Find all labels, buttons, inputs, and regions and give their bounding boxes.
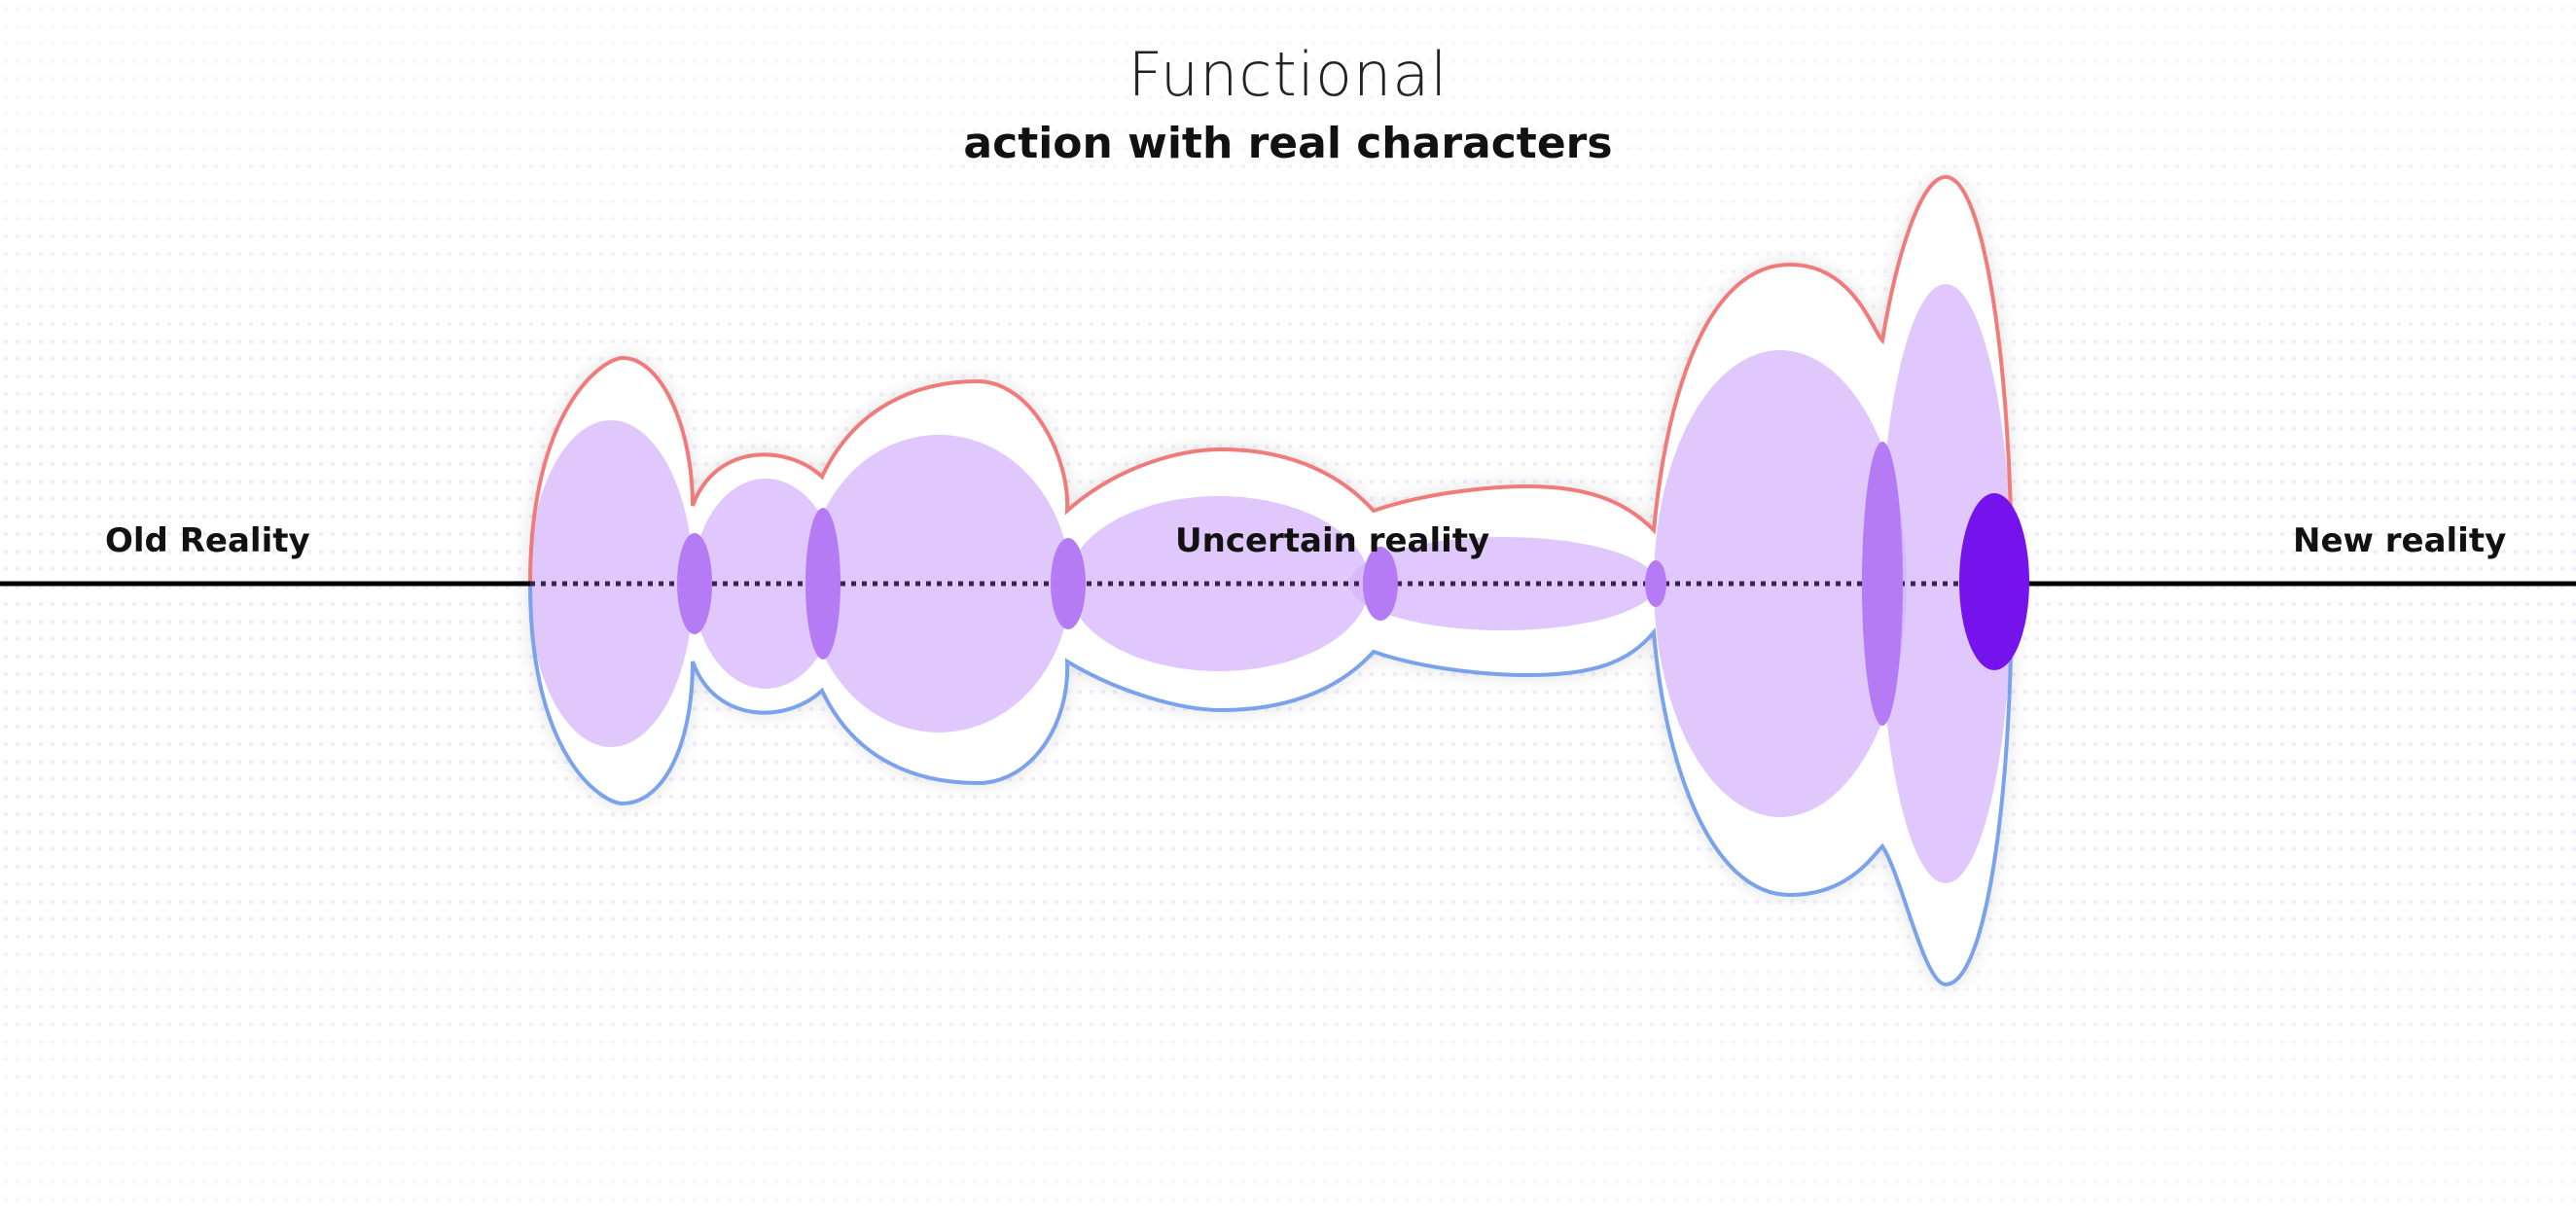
node-2 [805,508,841,660]
transition-nodes [677,442,1903,726]
node-6 [1862,442,1903,726]
bubble-6 [1654,350,1907,817]
lower-outline [528,583,2014,987]
bubble-1 [528,420,694,747]
page-subtitle: action with real characters [963,119,1613,168]
node-5 [1645,560,1666,607]
node-4 [1363,547,1398,621]
node-1 [677,533,712,634]
uncertain-reality-label: Uncertain reality [1175,521,1490,560]
upper-outline [528,174,2014,585]
node-3 [1051,538,1086,629]
old-reality-label: Old Reality [105,521,310,560]
bubble-5 [1349,537,1657,630]
page-title: Functional [1127,39,1449,110]
new-reality-node [1959,493,2029,670]
new-reality-label: New reality [2293,521,2507,560]
